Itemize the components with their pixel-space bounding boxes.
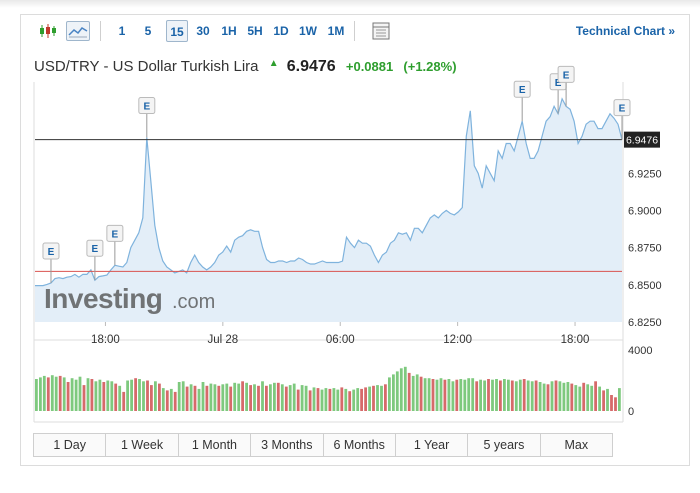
range-button[interactable]: 1 Day (34, 434, 107, 456)
price-change-percent: (+1.28%) (403, 59, 457, 74)
toolbar-separator (354, 21, 355, 41)
last-price: 6.9476 (286, 58, 336, 75)
chart-toolbar: 1 5 15 30 1H 5H 1D 1W 1M Technical Chart » (22, 18, 687, 46)
interval-button[interactable]: 30 (196, 24, 210, 38)
range-button[interactable]: 1 Week (106, 434, 179, 456)
interval-button[interactable]: 1H (221, 24, 237, 38)
range-button[interactable]: 5 years (468, 434, 541, 456)
range-button[interactable]: 1 Month (178, 434, 252, 456)
top-shade (0, 0, 700, 8)
range-button[interactable]: 1 Year (395, 434, 469, 456)
range-button[interactable]: 3 Months (251, 434, 324, 456)
interval-button[interactable]: 5H (247, 24, 263, 38)
up-arrow-icon: ▲ (268, 58, 279, 69)
interval-button[interactable]: 1 (118, 24, 126, 38)
instrument-name: USD/TRY - US Dollar Turkish Lira (34, 58, 259, 75)
technical-chart-link[interactable]: Technical Chart » (575, 24, 675, 38)
interval-button[interactable]: 1W (299, 24, 317, 38)
chart-widget (20, 14, 690, 466)
table-view-icon[interactable] (370, 21, 394, 41)
time-range-selector: 1 Day 1 Week 1 Month 3 Months 6 Months 1 Year… (33, 433, 613, 457)
interval-button[interactable]: 15 (166, 20, 188, 42)
toolbar-separator (100, 21, 101, 41)
price-change: +0.0881 (345, 59, 394, 74)
interval-button[interactable]: 1D (273, 24, 289, 38)
interval-button[interactable]: 1M (327, 24, 345, 38)
instrument-header: USD/TRY - US Dollar Turkish Lira ▲ 6.947… (34, 58, 457, 80)
area-chart-icon[interactable] (66, 21, 90, 41)
range-button[interactable]: 6 Months (323, 434, 396, 456)
interval-button[interactable]: 5 (144, 24, 152, 38)
candlestick-chart-icon[interactable] (36, 21, 60, 41)
range-button[interactable]: Max (540, 434, 612, 456)
